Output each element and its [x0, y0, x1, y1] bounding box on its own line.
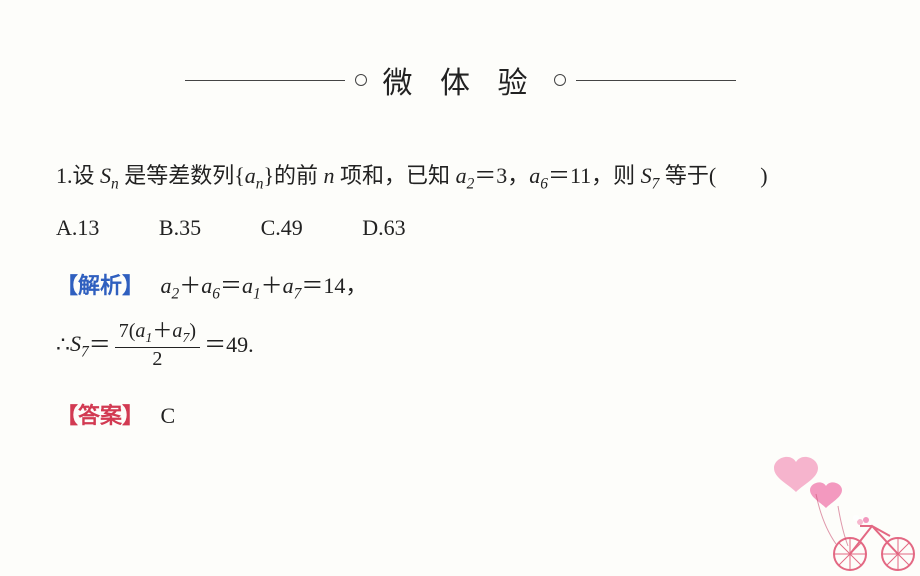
analysis-line2: ∴ S7 ＝ 7(a1＋a7) 2 ＝49. [56, 320, 864, 369]
var-n: n [324, 163, 335, 188]
var-a6: a6 [529, 163, 548, 188]
text: ＝ [220, 273, 242, 298]
denominator: 2 [148, 348, 166, 370]
text: ＋ [261, 273, 283, 298]
header-line-right [576, 80, 736, 81]
var-S7b: S7 [70, 322, 89, 368]
analysis-expr1: a2＋a6＝a1＋a7＝14， [150, 273, 368, 298]
therefore: ∴ [56, 323, 70, 367]
text: a [456, 163, 467, 188]
sub: n [111, 175, 119, 192]
text: a [242, 273, 253, 298]
text: 项和，已知 [335, 163, 456, 188]
result: ＝49. [204, 323, 254, 367]
option-a: A.13 [56, 206, 99, 250]
option-c: C.49 [261, 206, 303, 250]
content-block: 1.设 Sn 是等差数列{an}的前 n 项和，已知 a2＝3，a6＝11，则 … [56, 154, 864, 438]
decor-corner [760, 436, 920, 576]
header-ring-right [554, 74, 566, 86]
var-S7: S7 [641, 163, 660, 188]
option-d: D.63 [362, 206, 405, 250]
sub: 7 [81, 343, 89, 360]
header-ring-left [355, 74, 367, 86]
var-Sn: Sn [100, 163, 119, 188]
text: ＋ [152, 320, 172, 342]
text: 是等差数列{ [119, 163, 245, 188]
text: 等于( ) [659, 163, 767, 188]
text: a [245, 163, 256, 188]
text: 1.设 [56, 163, 100, 188]
eq: ＝ [89, 323, 111, 367]
text: ＝11，则 [548, 163, 641, 188]
var-a2: a2 [456, 163, 475, 188]
text: a [172, 320, 182, 342]
text: S [70, 331, 81, 356]
text: a [161, 273, 172, 298]
text: a [201, 273, 212, 298]
section-header: 微 体 验 [0, 58, 920, 102]
numerator: 7(a1＋a7) [115, 320, 200, 347]
sub: 1 [253, 286, 261, 303]
option-b: B.35 [159, 206, 201, 250]
question-stem: 1.设 Sn 是等差数列{an}的前 n 项和，已知 a2＝3，a6＝11，则 … [56, 154, 864, 200]
var-an: an [245, 163, 264, 188]
text: S [100, 163, 111, 188]
text: a [529, 163, 540, 188]
text: S [641, 163, 652, 188]
text: }的前 [263, 163, 323, 188]
text: ＝3， [474, 163, 529, 188]
sub: 6 [212, 286, 220, 303]
text: a [135, 320, 145, 342]
fraction: 7(a1＋a7) 2 [115, 320, 200, 369]
options-row: A.13 B.35 C.49 D.63 [56, 206, 864, 250]
text: a [283, 273, 294, 298]
header-title: 微 体 验 [377, 58, 544, 102]
answer-value: C [150, 403, 176, 428]
analysis-line1: 【解析】 a2＋a6＝a1＋a7＝14， [56, 264, 864, 310]
text: C [161, 403, 176, 428]
answer-label: 【答案】 [56, 403, 144, 428]
analysis-label: 【解析】 [56, 273, 144, 298]
answer-row: 【答案】 C [56, 394, 864, 438]
text: 7( [119, 320, 136, 342]
header-line-left [185, 80, 345, 81]
text: ＝14， [301, 273, 367, 298]
text: ) [189, 320, 196, 342]
sub: 6 [540, 175, 548, 192]
text: ＋ [179, 273, 201, 298]
